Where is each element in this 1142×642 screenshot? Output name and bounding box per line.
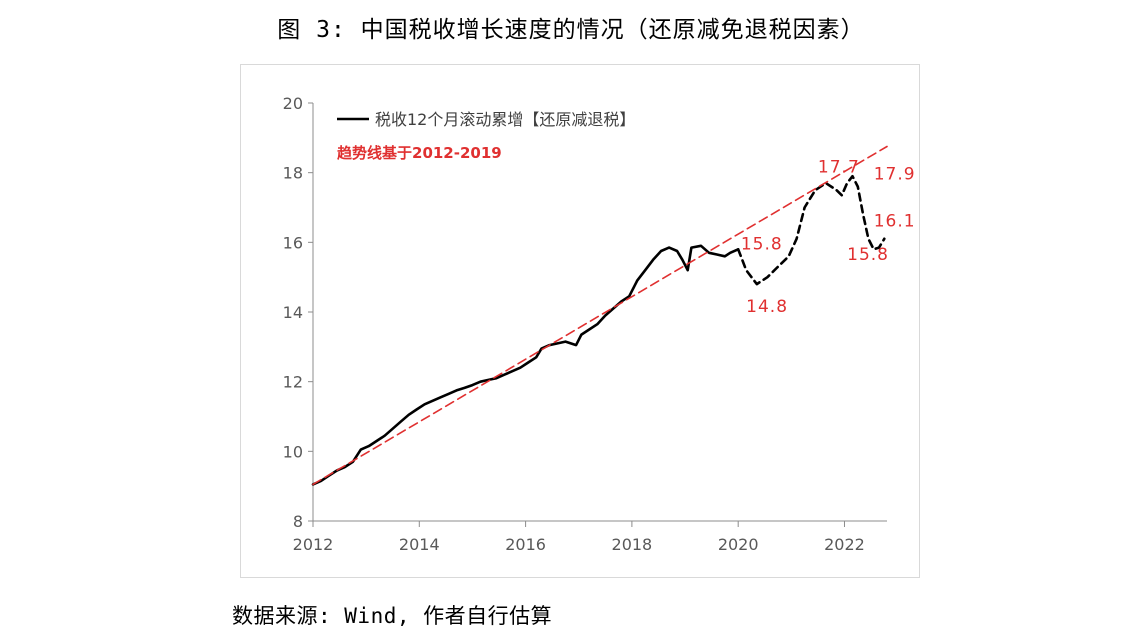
- figure-title: 图 3: 中国税收增长速度的情况（还原减免退税因素）: [277, 17, 865, 43]
- x-tick-label: 2012: [293, 535, 334, 554]
- x-tick-label: 2022: [824, 535, 865, 554]
- x-tick-label: 2020: [718, 535, 759, 554]
- data-label: 17.9: [874, 165, 916, 185]
- y-tick-label: 14: [283, 303, 303, 322]
- chart-legend: 税收12个月滚动累增【还原减退税】趋势线基于2012-2019: [337, 110, 635, 162]
- source-note: 数据来源: Wind, 作者自行估算: [232, 604, 553, 628]
- data-labels: 17.7 17.9 16.1 15.8 15.8 14.8: [741, 158, 916, 317]
- data-label: 16.1: [874, 212, 916, 232]
- data-label: 17.7: [818, 158, 860, 178]
- trend-line: [312, 145, 888, 486]
- series-line-dashed: [736, 174, 886, 286]
- chart-axes: 8 10 12 14 16 18 20 2012 2014 2016 2018 2020 2022: [283, 94, 887, 554]
- x-tick-label: 2014: [399, 535, 440, 554]
- y-tick-label: 8: [293, 512, 303, 531]
- x-tick-label: 2018: [612, 535, 653, 554]
- y-tick-label: 16: [283, 233, 303, 252]
- chart-plot-area: [311, 145, 888, 486]
- y-tick-label: 12: [283, 373, 303, 392]
- y-tick-label: 20: [283, 94, 303, 113]
- y-tick-label: 10: [283, 442, 303, 461]
- data-label: 14.8: [746, 297, 788, 317]
- legend-label: 税收12个月滚动累增【还原减退税】: [375, 110, 635, 129]
- line-chart: 8 10 12 14 16 18 20 2012 2014 2016 2018 2020 2022 税收…: [283, 94, 916, 554]
- x-tick-label: 2016: [505, 535, 546, 554]
- data-label: 15.8: [847, 245, 889, 265]
- series-line: [311, 244, 740, 486]
- y-tick-label: 18: [283, 164, 303, 183]
- chart-frame: 8 10 12 14 16 18 20 2012 2014 2016 2018 2020 2022 税收…: [240, 64, 920, 578]
- trend-label: 趋势线基于2012-2019: [337, 144, 502, 162]
- data-label: 15.8: [741, 234, 783, 254]
